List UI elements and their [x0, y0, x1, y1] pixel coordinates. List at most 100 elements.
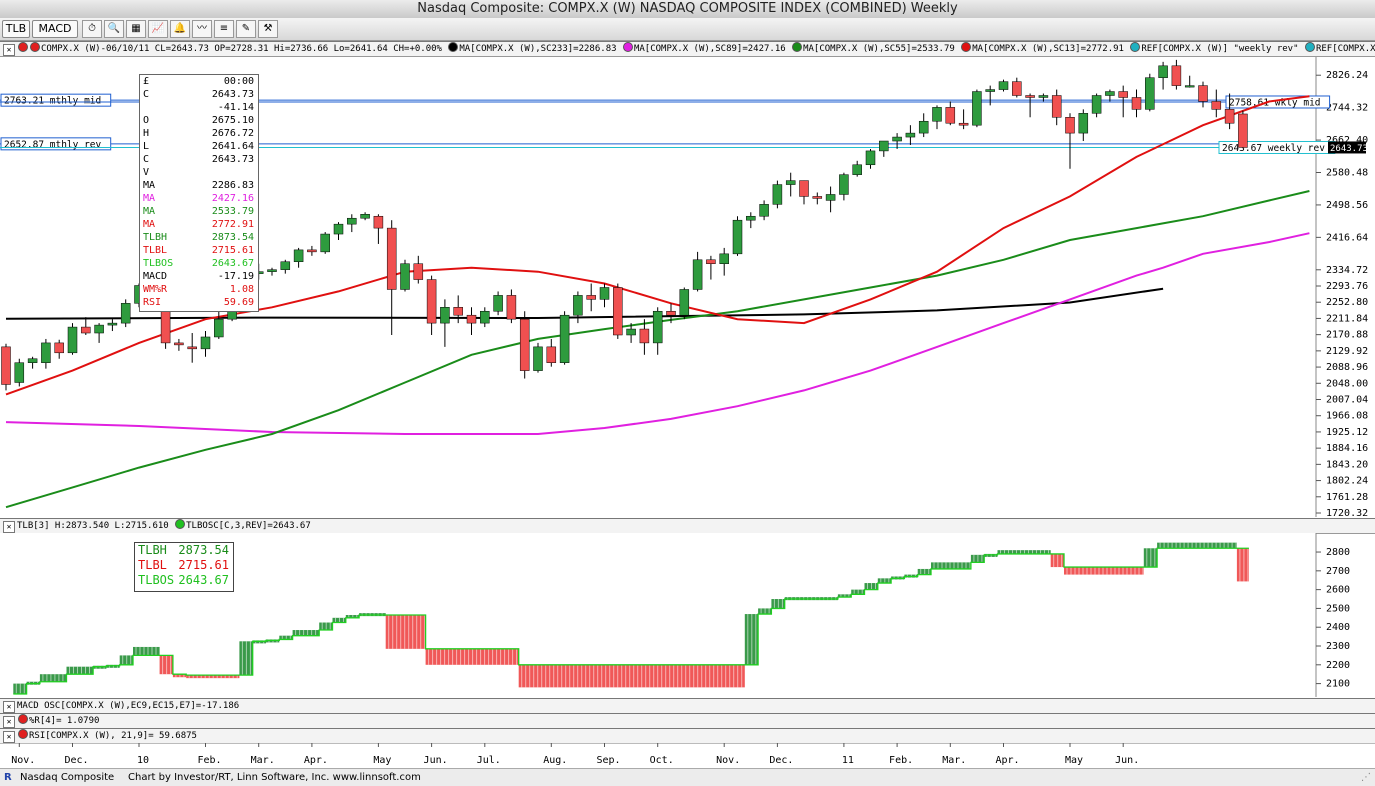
- tlb-block: [1050, 553, 1064, 568]
- linn-logo-icon: R: [4, 772, 12, 783]
- macd-close-icon[interactable]: ✕: [3, 701, 15, 713]
- candle: [985, 89, 995, 92]
- candle: [652, 310, 663, 344]
- close-icon[interactable]: ✕: [3, 44, 15, 56]
- ref-line-label-box: [0, 137, 112, 151]
- candle: [945, 107, 956, 124]
- rsi-close-icon[interactable]: ✕: [3, 731, 15, 743]
- tlb-button[interactable]: TLB: [2, 20, 30, 38]
- candle: [772, 184, 783, 205]
- candle: [426, 279, 437, 324]
- x-tick-label: May: [1065, 755, 1083, 766]
- tlb-block: [13, 683, 27, 694]
- candle: [1012, 81, 1022, 96]
- databox-row: TLBL 2715.61: [140, 244, 258, 257]
- databox-value: 00:00: [223, 76, 254, 87]
- tlb-block: [931, 562, 971, 569]
- tlb-block-fill: [931, 562, 971, 569]
- tlb-block: [518, 664, 745, 688]
- tlb-block-fill: [1157, 542, 1237, 549]
- data-window: £00:00 C 2643.73 -41.14 O 2675.10 H 2676.72 L 264…: [139, 74, 259, 312]
- databox-key: MACD: [143, 271, 168, 282]
- x-tick-label: Aug.: [543, 755, 567, 766]
- databox-row: MACD -17.19: [140, 270, 258, 283]
- tlb-y-tick-label: 2600: [1326, 585, 1350, 596]
- tool-icon[interactable]: ⚒: [258, 20, 278, 38]
- tlb-legend-row: TLBOS 2643.67: [135, 573, 233, 588]
- candle: [107, 322, 118, 326]
- tlb-legend-row: TLBH 2873.54: [135, 543, 233, 558]
- candle: [958, 122, 969, 126]
- tlb-y-tick-label: 2200: [1326, 660, 1350, 671]
- databox-key: TLBOS: [143, 258, 174, 269]
- rsi-pane-header[interactable]: ✕ RSI[COMPX.X (W), 21,9]= 59.6875: [0, 728, 1375, 744]
- indicator-chart-icon[interactable]: 📈: [148, 20, 168, 38]
- macd-pane-header[interactable]: ✕ MACD OSC[COMPX.X (W),EC9,EC15,E7]=-17.1…: [0, 698, 1375, 714]
- x-tick-label: Apr.: [304, 755, 328, 766]
- macd-button[interactable]: MACD: [32, 20, 78, 38]
- candle: [1198, 85, 1208, 102]
- candle: [413, 263, 424, 280]
- wave-icon[interactable]: 〰: [192, 20, 212, 38]
- wpr-close-icon[interactable]: ✕: [3, 716, 15, 728]
- footer-symbol: Nasdaq Composite: [20, 772, 115, 783]
- price-y-tick-label: 1966.08: [1326, 411, 1368, 422]
- candle: [1078, 113, 1089, 134]
- databox-row: V: [140, 166, 258, 179]
- status-bar: R Nasdaq Composite Chart by Investor/RT,…: [0, 768, 1375, 786]
- price-y-tick-label: 2334.72: [1326, 265, 1368, 276]
- candle: [333, 223, 344, 235]
- x-tick-label: Feb.: [197, 755, 221, 766]
- x-tick-label: Jun.: [1115, 755, 1139, 766]
- tlb-pane-header: ✕ TLB[3] H:2873.540 L:2715.610 TLBOSC[C,3…: [0, 518, 1375, 534]
- resize-grip-icon[interactable]: ⋰: [1361, 772, 1371, 783]
- candle: [293, 249, 304, 263]
- stopwatch-icon[interactable]: ⏱: [82, 20, 102, 38]
- candle: [466, 314, 477, 324]
- price-y-tick-label: 1884.16: [1326, 443, 1368, 454]
- price-y-tick-label: 1802.24: [1326, 476, 1368, 487]
- bell-icon[interactable]: 🔔: [170, 20, 190, 38]
- tlb-close-icon[interactable]: ✕: [3, 521, 15, 533]
- macd-pane-label: MACD OSC[COMPX.X (W),EC9,EC15,E7]=-17.18…: [17, 701, 240, 711]
- tlb-header-label: TLB[3] H:2873.540 L:2715.610: [17, 521, 169, 531]
- tlb-legend: TLBH 2873.54 TLBL 2715.61 TLBOS 2643.67: [134, 542, 234, 592]
- databox-key: RSI: [143, 297, 162, 308]
- ma-line: [5, 287, 1164, 320]
- ma13-dot-icon: [961, 42, 972, 52]
- databox-key: O: [143, 115, 150, 126]
- price-y-tick-label: 2211.84: [1326, 313, 1368, 324]
- candle: [347, 217, 357, 225]
- databox-key: £: [143, 76, 150, 87]
- tlb-block: [771, 599, 785, 609]
- tlb-block: [319, 622, 333, 631]
- price-header-label: COMPX.X (W)-06/10/11 CL=2643.73 OP=2728.…: [41, 44, 442, 54]
- price-dot2-icon: [30, 42, 40, 52]
- tlb-block: [851, 589, 865, 595]
- candle: [1238, 113, 1248, 148]
- ma89-label: MA[COMPX.X (W),SC89]=2427.16: [633, 44, 786, 54]
- candle: [905, 132, 916, 138]
- databox-key: TLBL: [143, 245, 168, 256]
- tlb-block: [292, 630, 320, 636]
- price-y-tick-label: 2170.88: [1326, 330, 1368, 341]
- candle: [679, 289, 690, 316]
- candle: [1184, 85, 1195, 88]
- price-y-tick-label: 2007.04: [1326, 395, 1368, 406]
- tlb-y-tick-label: 2700: [1326, 566, 1350, 577]
- ref-line-label-box: [1225, 95, 1331, 109]
- time-axis: Nov. Dec. 10 Feb. Mar. Apr. May Jun. Jul. Aug. Sep…: [0, 743, 1375, 767]
- databox-value: 2675.10: [211, 115, 254, 126]
- candle: [918, 120, 929, 134]
- ref-line-label: 2652.87 mthly rev: [4, 139, 102, 150]
- wpr-pane-header[interactable]: ✕ %R[4]= 1.0790: [0, 713, 1375, 729]
- zoom-icon[interactable]: 🔍: [104, 20, 124, 38]
- databox-row: MA 2427.16: [140, 192, 258, 205]
- x-tick-label: Mar.: [251, 755, 275, 766]
- chart-grid-icon[interactable]: ▦: [126, 20, 146, 38]
- ref-line-label-box: [0, 93, 112, 107]
- ttl-icon[interactable]: ≡: [214, 20, 234, 38]
- draw-icon[interactable]: ✎: [236, 20, 256, 38]
- databox-value: 2427.16: [211, 193, 254, 204]
- tlb-block: [1143, 548, 1158, 568]
